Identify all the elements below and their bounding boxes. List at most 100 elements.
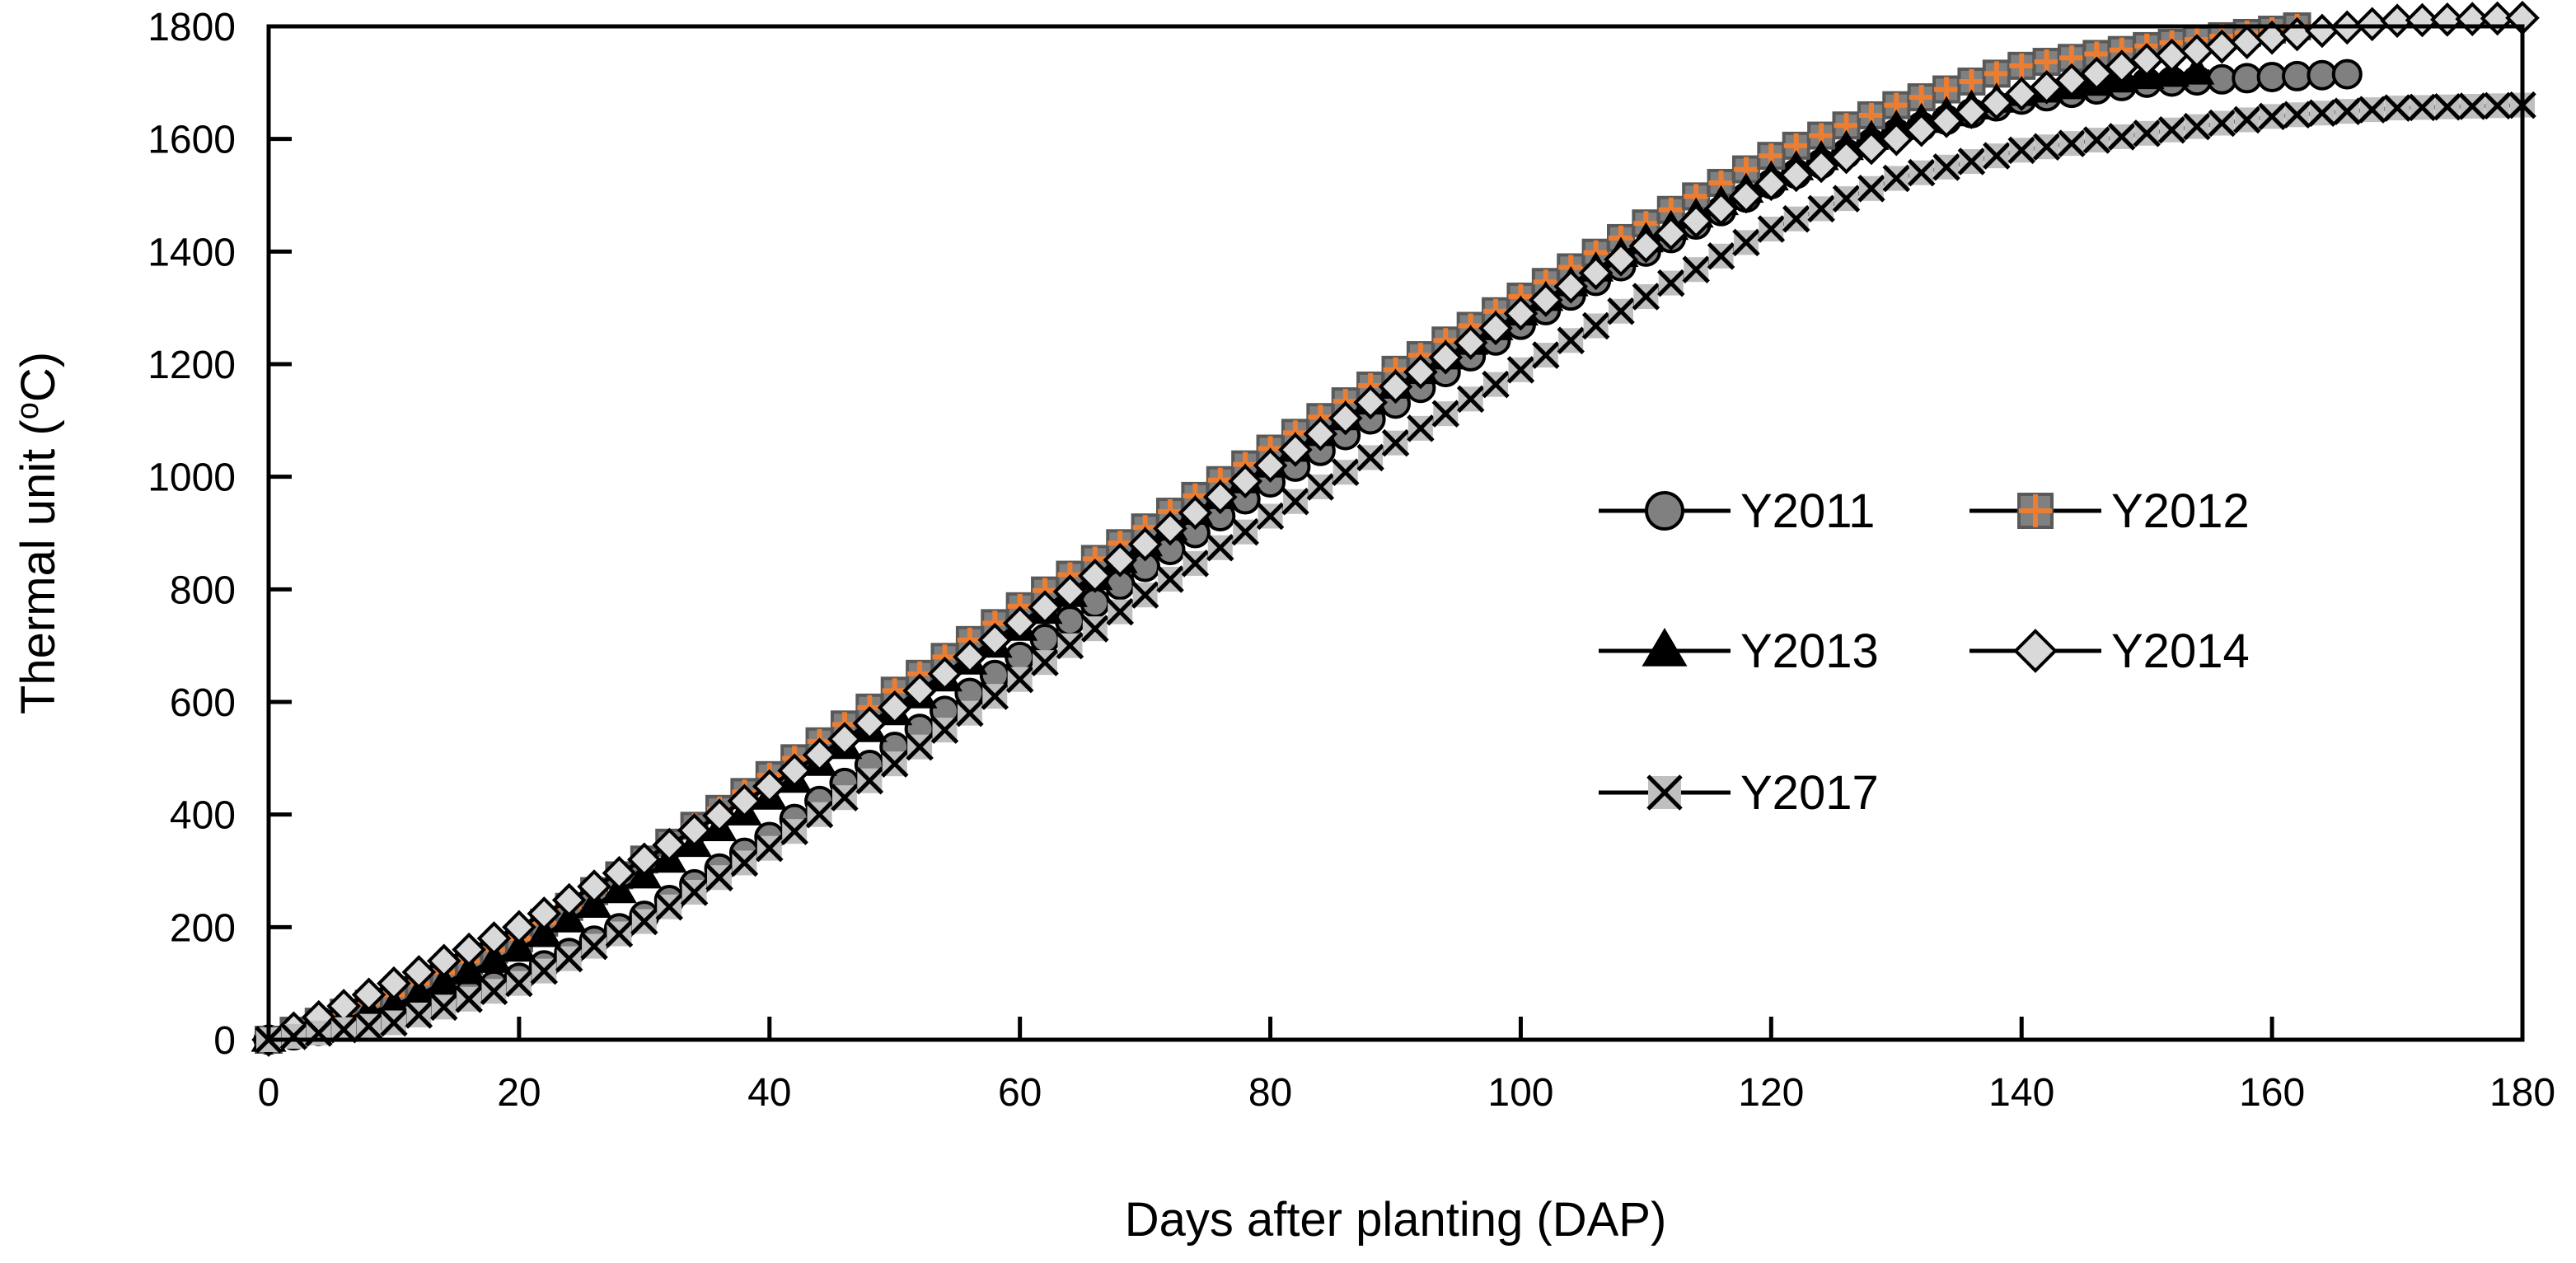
data-point [877,690,912,725]
data-point [1578,255,1614,291]
data-point [452,932,486,967]
data-point [527,896,562,931]
data-point [1081,615,1109,643]
data-point [1080,587,1111,619]
y-axis-title-superscript: o [11,402,45,419]
data-point [752,769,787,804]
data-point [680,878,709,906]
data-point [1156,565,1184,593]
data-point [1532,341,1560,369]
data-point [1703,191,1739,227]
data-point [605,919,634,948]
data-point [702,798,737,833]
data-point [852,706,888,741]
data-point [2007,51,2036,80]
data-point [1807,194,1835,223]
axes: 0 20 40 60 80 100 120 140 160 1800200400600800100… [148,6,2555,1115]
data-point [802,737,837,773]
data-point [1707,242,1735,270]
plot-frame [266,24,2525,1042]
data-point [2232,63,2263,94]
x-tick-label: 160 [2239,1071,2305,1115]
data-point [580,932,608,961]
data-point [1052,574,1088,609]
data-point [1782,204,1810,233]
data-point [1106,597,1134,626]
data-point [1732,228,1760,257]
data-point [1657,269,1685,297]
data-point [2480,1,2515,36]
data-point [1331,458,1360,486]
data-point [1482,370,1510,399]
data-point [2157,115,2186,144]
data-point [1428,339,1464,375]
data-point [1306,473,1335,501]
legend-marker [2013,629,2058,673]
data-point [476,943,512,973]
data-point [1653,216,1688,251]
data-point [1407,414,1435,442]
data-point [2108,123,2136,151]
legend-label: Y2011 [1740,484,1875,538]
legend-item-Y2013: Y2013 [1599,624,1879,678]
data-point [805,800,834,829]
data-point [777,753,812,788]
data-point [1632,283,1660,311]
y-tick-label: 0 [213,1019,236,1063]
data-point [652,827,687,863]
data-point [377,966,411,1001]
data-point [1178,495,1213,531]
data-point [1453,325,1488,360]
data-point [1628,228,1664,264]
data-point [1378,369,1413,405]
data-point [380,1008,408,1037]
data-point [526,916,562,947]
data-point [1682,255,1710,283]
data-point [906,732,934,761]
data-point [2179,54,2215,85]
data-point [1431,400,1460,428]
data-point [2258,102,2286,131]
data-point [1506,356,1535,384]
data-point [2331,58,2363,90]
data-point [1056,631,1084,660]
series-Y2014 [251,0,2540,1057]
x-tick-label: 120 [1738,1071,1804,1115]
data-point [1929,103,1964,138]
y-tick-label: 1200 [148,344,236,387]
data-point [831,784,859,812]
data-point [780,817,808,845]
data-point [1553,269,1589,304]
data-point [405,1001,433,1029]
data-point [1679,203,1713,239]
data-point [902,673,937,709]
data-point [279,1022,308,1050]
data-point [1907,158,1936,187]
x-tick-label: 100 [1487,1071,1553,1115]
data-point [727,784,762,819]
data-point [705,863,733,891]
data-point [1804,148,1838,184]
data-point [1381,428,1410,457]
data-point [351,977,386,1013]
y-tick-label: 1000 [148,456,236,500]
x-tick-label: 40 [747,1071,791,1115]
data-point [2283,101,2311,129]
data-point [2483,91,2512,120]
data-point [927,657,962,691]
data-point [1754,166,1789,202]
data-point [505,969,533,998]
data-point [2232,105,2261,134]
data-point [1829,139,1864,175]
data-point [2333,97,2362,125]
data-point [577,869,611,904]
data-point [1228,464,1262,498]
y-axis-title-main: Thermal unit ( [12,419,65,714]
x-tick-label: 180 [2489,1071,2555,1115]
y-tick-label: 1600 [148,119,236,162]
data-point [953,639,987,675]
data-point [2133,119,2161,147]
data-point [1202,479,1238,515]
data-point [502,910,536,945]
data-point [1028,590,1062,625]
